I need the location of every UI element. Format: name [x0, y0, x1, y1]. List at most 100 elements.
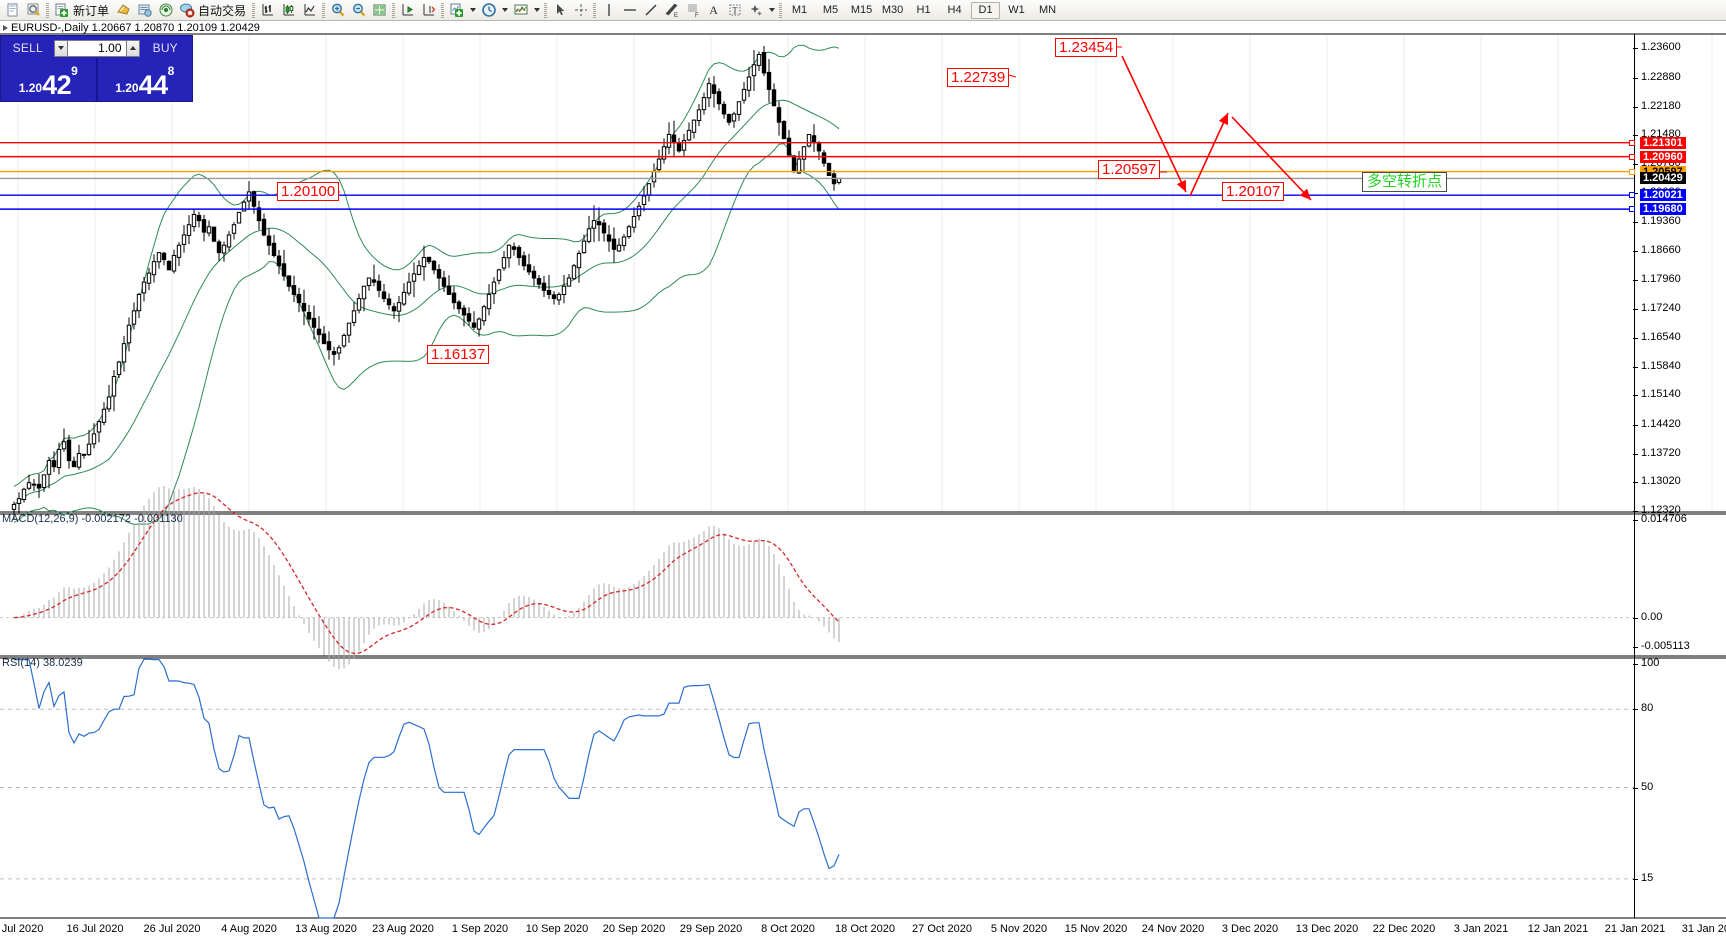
timeframe-button-mn[interactable]: MN	[1038, 4, 1057, 16]
sell-button[interactable]: SELL	[12, 41, 43, 55]
price-level-handle-0[interactable]	[1629, 139, 1635, 146]
timeframe-button-h1[interactable]: H1	[916, 4, 931, 16]
text-icon[interactable]: A	[703, 1, 724, 20]
svg-text:F: F	[695, 13, 699, 18]
chart-annotation-3[interactable]: 1.20107	[1222, 182, 1285, 201]
price-level-tag-3[interactable]: 1.20429	[1640, 172, 1686, 185]
chart-annotation-1[interactable]: 1.22739	[947, 68, 1010, 87]
time-axis-label-8: 20 Sep 2020	[602, 923, 666, 935]
symbol-info-line: EURUSD-,Daily 1.20667 1.20870 1.20109 1.…	[0, 21, 260, 34]
time-axis-label-11: 18 Oct 2020	[835, 923, 895, 935]
sell-price-prefix: 1.20	[18, 81, 43, 95]
price-axis-tick-9: 1.17240	[1641, 302, 1681, 315]
zoom-in-icon[interactable]	[327, 1, 348, 20]
fibonacci-icon[interactable]: F	[682, 1, 703, 20]
vertical-line-icon[interactable]	[598, 1, 619, 20]
chart-annotation-6[interactable]: 多空转折点	[1362, 172, 1448, 192]
timeframe-button-d1[interactable]: D1	[971, 1, 1001, 19]
price-axis-tick-7: 1.18660	[1641, 243, 1681, 256]
buy-price[interactable]: 1.20 44 8	[98, 58, 193, 101]
time-axis-label-12: 27 Oct 2020	[912, 923, 972, 935]
toolbar-separator	[390, 2, 397, 19]
text-label-icon[interactable]: T	[724, 1, 745, 20]
rsi-indicator-label: RSI(14) 38.0239	[2, 657, 83, 669]
data-window-icon[interactable]	[134, 1, 155, 20]
rsi-axis-tick-3: 15	[1641, 871, 1654, 884]
cursor-icon[interactable]	[549, 1, 570, 20]
timeframe-button-m1[interactable]: M1	[791, 4, 808, 16]
rsi-axis-tick-0: 100	[1641, 657, 1660, 669]
volume-increment-button[interactable]	[125, 39, 140, 57]
main-toolbar: 新订单 自动交易	[0, 0, 1726, 21]
timeframe-button-h4[interactable]: H4	[947, 4, 962, 16]
objects-icon[interactable]	[745, 1, 766, 20]
time-axis-labels: 6 Jul 2020 16 Jul 2020 26 Jul 2020 4 Aug 20…	[0, 920, 1726, 940]
volume-input[interactable]: 1.00	[67, 39, 126, 57]
timeframe-button-m30[interactable]: M30	[881, 4, 904, 16]
collapse-triangle-icon[interactable]	[3, 24, 8, 31]
time-axis-label-19: 3 Jan 2021	[1453, 923, 1509, 935]
axis-tick	[1633, 48, 1638, 50]
timeframe-button-w1[interactable]: W1	[1008, 4, 1025, 16]
add-indicator-icon[interactable]	[446, 1, 467, 20]
time-axis-label-15: 24 Nov 2020	[1141, 923, 1205, 935]
price-axis-tick-2: 1.22180	[1641, 99, 1681, 112]
timeframe-button-m5[interactable]: M5	[822, 4, 839, 16]
new-order-label[interactable]: 新订单	[73, 3, 110, 18]
zoom-out-icon[interactable]	[348, 1, 369, 20]
period-icon[interactable]	[478, 1, 499, 20]
price-level-tag-4[interactable]: 1.20021	[1640, 189, 1686, 202]
volume-stepper[interactable]: 1.00	[53, 39, 140, 57]
candle-chart-icon[interactable]	[278, 1, 299, 20]
templates-icon[interactable]	[510, 1, 531, 20]
price-axis-tick-1: 1.22880	[1641, 70, 1681, 83]
tile-windows-icon[interactable]	[369, 1, 390, 20]
chart-shift-icon[interactable]	[397, 1, 418, 20]
new-order-icon[interactable]	[51, 1, 72, 20]
one-click-trading-panel[interactable]: SELL 1.00 BUY 1.20 42 9 1.20 44 8	[0, 35, 193, 102]
search-icon[interactable]	[23, 1, 44, 20]
chart-annotation-0[interactable]: 1.23454	[1055, 38, 1118, 57]
price-level-handle-1[interactable]	[1629, 153, 1635, 160]
chevron-down-icon[interactable]	[467, 1, 478, 20]
auto-scroll-icon[interactable]	[418, 1, 439, 20]
bar-chart-icon[interactable]	[257, 1, 278, 20]
price-level-handle-4[interactable]	[1629, 192, 1635, 199]
sell-price[interactable]: 1.20 42 9	[1, 58, 96, 101]
price-axis-tick-16: 1.12320	[1641, 504, 1681, 516]
price-level-handle-2[interactable]	[1629, 168, 1635, 175]
axis-tick	[1633, 424, 1638, 426]
chart-annotation-2[interactable]: 1.20597	[1098, 160, 1161, 179]
price-level-tag-0[interactable]: 1.21301	[1640, 136, 1686, 149]
price-axis-tick-14: 1.13720	[1641, 446, 1681, 459]
chevron-down-icon[interactable]	[531, 1, 542, 20]
toolbar-separator	[542, 2, 549, 19]
price-level-tag-5[interactable]: 1.19680	[1640, 203, 1686, 216]
price-level-handle-5[interactable]	[1629, 206, 1635, 213]
line-chart-icon[interactable]	[299, 1, 320, 20]
price-axis-tick-0: 1.23600	[1641, 41, 1681, 54]
axis-tick	[1633, 664, 1638, 665]
indicator-icon[interactable]	[113, 1, 134, 20]
chevron-down-icon[interactable]	[766, 1, 777, 20]
time-axis-label-4: 13 Aug 2020	[295, 923, 357, 935]
horizontal-line-icon[interactable]	[619, 1, 640, 20]
chart-annotation-4[interactable]: 1.20100	[277, 182, 340, 201]
signal-icon[interactable]	[155, 1, 176, 20]
chart-annotation-5[interactable]: 1.16137	[427, 345, 490, 364]
toolbar-separator	[591, 2, 598, 19]
axis-tick	[1633, 192, 1638, 194]
trendline-icon[interactable]	[640, 1, 661, 20]
axis-tick	[1633, 106, 1638, 108]
equidistant-channel-icon[interactable]: E	[661, 1, 682, 20]
timeframe-button-m15[interactable]: M15	[850, 4, 873, 16]
new-chart-icon[interactable]	[2, 1, 23, 20]
buy-button[interactable]: BUY	[152, 41, 178, 55]
volume-decrement-button[interactable]	[53, 39, 68, 57]
crosshair-icon[interactable]	[570, 1, 591, 20]
chevron-down-icon[interactable]	[499, 1, 510, 20]
auto-trading-icon[interactable]	[176, 1, 197, 20]
price-axis-tick-12: 1.15140	[1641, 388, 1681, 401]
auto-trading-label[interactable]: 自动交易	[198, 3, 247, 18]
price-level-tag-1[interactable]: 1.20960	[1640, 150, 1686, 163]
